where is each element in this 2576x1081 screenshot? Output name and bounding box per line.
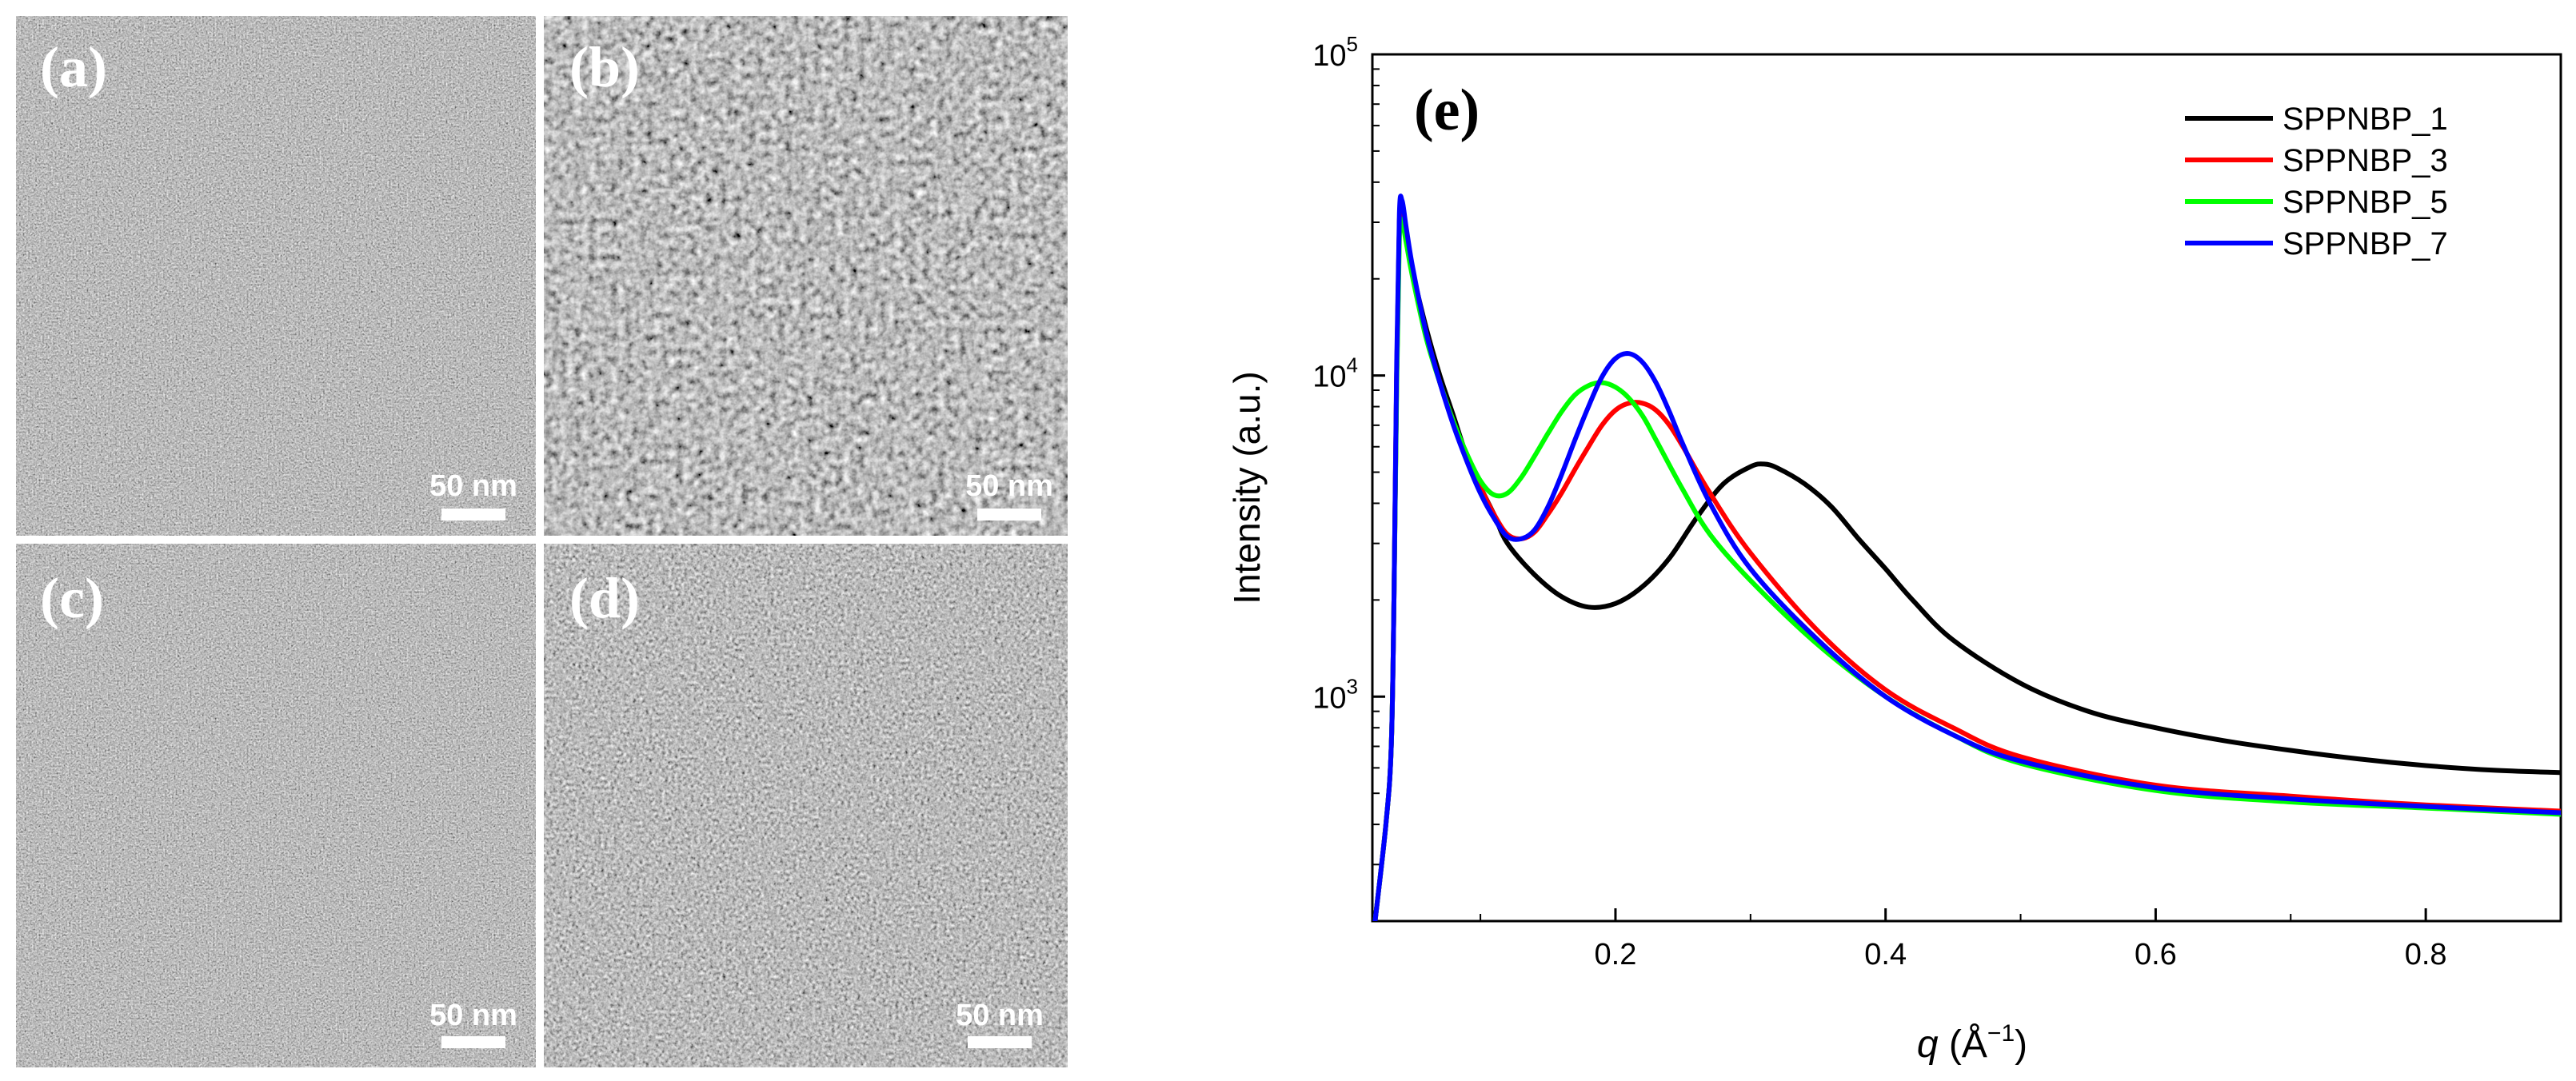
series-line-sppnbp-5 [1372, 216, 2561, 921]
y-axis-title: Intensity (a.u.) [1226, 371, 1268, 604]
tem-panel-b: (b) 50 nm [544, 16, 1068, 536]
legend-label: SPPNBP_5 [2282, 185, 2448, 220]
scale-bar-c [441, 1036, 505, 1048]
series-line-sppnbp-7 [1372, 193, 2561, 921]
legend-label: SPPNBP_1 [2282, 102, 2448, 137]
legend-label: SPPNBP_7 [2282, 226, 2448, 261]
panel-label-d: (d) [569, 566, 640, 630]
tem-image-a [16, 16, 536, 536]
x-tick-label: 0.2 [1595, 938, 1637, 971]
x-axis-title-exp: −1 [1987, 1020, 2015, 1047]
x-tick-label: 0.6 [2135, 938, 2177, 971]
scale-bar-d [968, 1036, 1032, 1048]
x-tick-label: 0.4 [1864, 938, 1907, 971]
scale-bar-label-d: 50 nm [956, 999, 1044, 1032]
legend-label: SPPNBP_3 [2282, 143, 2448, 178]
axis-ticks: 0.2 0.4 0.6 0.8 103 104 105 [1312, 32, 2562, 971]
scale-bar-label-b: 50 nm [965, 469, 1053, 503]
tem-panel-a: (a) 50 nm [16, 16, 536, 536]
panel-label-c: (c) [40, 566, 104, 630]
tem-image-b [544, 16, 1068, 536]
tem-image-c [16, 544, 536, 1067]
panel-label-b: (b) [569, 35, 640, 99]
x-axis-title: q (Å−1) [1917, 1020, 2027, 1066]
y-tick-label: 103 [1312, 674, 1358, 715]
panel-label-a: (a) [40, 35, 107, 99]
y-tick-label: 104 [1312, 353, 1358, 394]
scale-bar-label-c: 50 nm [429, 999, 517, 1032]
x-tick-label: 0.8 [2405, 938, 2447, 971]
series-line-sppnbp-3 [1372, 201, 2561, 921]
tem-panel-c: (c) 50 nm [16, 544, 536, 1067]
plot-frame [1371, 53, 2562, 923]
series-line-sppnbp-1 [1372, 204, 2561, 921]
panel-label-e: (e) [1414, 78, 1480, 143]
scale-bar-b [977, 509, 1041, 521]
legend: SPPNBP_1 SPPNBP_3 SPPNBP_5 SPPNBP_7 [2185, 102, 2448, 261]
tem-micrograph-grid: (a) 50 nm (b) 50 nm (c) 50 nm (d) 50 nm [16, 16, 1068, 1067]
scale-bar-a [441, 509, 505, 521]
y-tick-label: 105 [1312, 32, 1358, 73]
scale-bar-label-a: 50 nm [429, 469, 517, 503]
tem-panel-d: (d) 50 nm [544, 544, 1068, 1067]
tem-image-d [544, 544, 1068, 1067]
series-layer [1372, 193, 2561, 921]
x-axis-title-unit: (Å [1949, 1023, 1987, 1066]
x-axis-title-close: ) [2015, 1023, 2027, 1066]
x-axis-title-var: q [1917, 1023, 1939, 1066]
